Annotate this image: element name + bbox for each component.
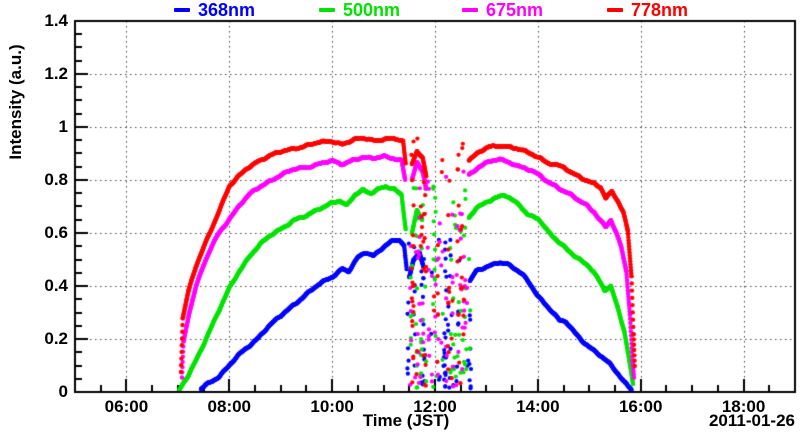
x-tick-label: 12:00 (413, 397, 457, 416)
x-tick-label: 16:00 (618, 397, 663, 416)
legend-entry-500nm: 500nm (319, 0, 400, 20)
legend-entry-778nm: 778nm (607, 0, 688, 20)
x-tick-label: 08:00 (207, 397, 252, 416)
y-axis-title: Intensity (a.u.) (6, 44, 25, 160)
x-tick-label: 06:00 (104, 397, 149, 416)
y-tick-label: 0.8 (44, 170, 68, 189)
legend-dash-778nm (607, 8, 623, 12)
y-tick-label: 0.4 (44, 276, 68, 295)
y-tick-label: 1.2 (44, 64, 68, 83)
legend-dash-500nm (319, 8, 335, 12)
legend-entry-675nm: 675nm (462, 0, 543, 20)
y-tick-label: 0.6 (44, 223, 68, 242)
legend-dash-368nm (174, 8, 190, 12)
x-tick-label: 10:00 (310, 397, 354, 416)
x-tick-label: 14:00 (516, 397, 560, 416)
x-tick-label: 18:00 (721, 397, 766, 416)
x-axis-title: Time (JST) (362, 411, 450, 430)
legend-dash-675nm (462, 8, 478, 12)
y-tick-label: 0.2 (44, 329, 68, 348)
chart-legend: 368nm 500nm 675nm 778nm (0, 0, 800, 20)
legend-label-500nm: 500nm (343, 0, 401, 20)
legend-label-368nm: 368nm (198, 0, 256, 20)
legend-label-778nm: 778nm (631, 0, 689, 20)
date-label: 2011-01-26 (708, 411, 795, 430)
legend-entry-368nm: 368nm (174, 0, 255, 20)
y-tick-label: 1.4 (44, 11, 68, 30)
y-tick-label: 1 (58, 117, 68, 136)
legend-label-675nm: 675nm (486, 0, 544, 20)
y-tick-label: 0 (58, 382, 68, 401)
